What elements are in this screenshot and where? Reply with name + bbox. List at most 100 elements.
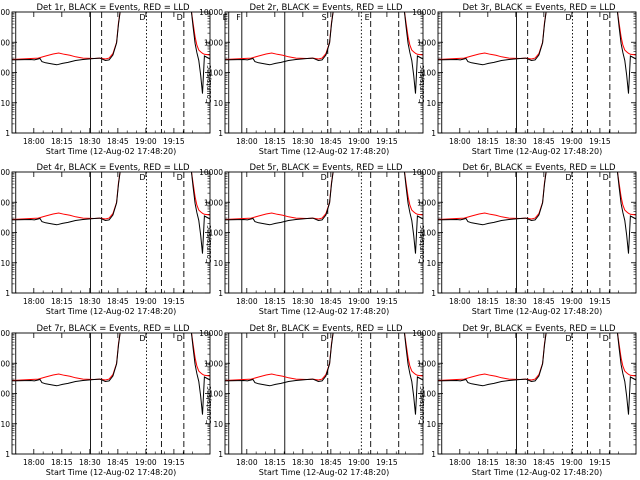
- series-group: [12, 172, 210, 254]
- series-lld: [438, 333, 636, 381]
- y-tick-label: 1: [431, 129, 436, 138]
- time-marker-letter: D: [603, 173, 609, 182]
- y-axis-label: Counts/sec: [418, 65, 426, 104]
- panel-2: Det 2r, BLACK = Events, RED = LLD Counts/…: [199, 3, 424, 156]
- series-lld: [12, 12, 210, 60]
- x-tick-label: 18:15: [51, 458, 73, 467]
- plot-frame: [437, 171, 637, 294]
- series-group: [225, 12, 423, 94]
- series-events: [12, 12, 210, 94]
- y-tick-label: 10: [213, 259, 223, 268]
- x-axis-label: Start Time (12-Aug-02 17:48:20): [46, 147, 177, 156]
- y-tick-label: 10000: [199, 8, 223, 17]
- y-tick-label: 100: [209, 229, 224, 238]
- panel-title: Det 8r, BLACK = Events, RED = LLD: [249, 324, 403, 334]
- time-marker-letter: D: [139, 334, 145, 343]
- y-tick-label: 10000: [412, 8, 436, 17]
- x-tick-label: 19:00: [135, 137, 157, 146]
- x-tick-label: 18:00: [236, 458, 258, 467]
- y-tick-label: 10000: [199, 329, 223, 338]
- x-tick-label: 18:30: [292, 137, 314, 146]
- y-tick-label: 100: [422, 390, 437, 399]
- plot-frame: [437, 332, 637, 455]
- x-axis-label: Start Time (12-Aug-02 17:48:20): [472, 468, 603, 477]
- panel-5: Det 5r, BLACK = Events, RED = LLD Counts/…: [199, 163, 424, 316]
- x-tick-label: 19:00: [348, 297, 370, 306]
- panel-1: Det 1r, BLACK = Events, RED = LLD Counts/…: [0, 3, 211, 156]
- x-tick-label: 18:15: [51, 297, 73, 306]
- y-tick-label: 100: [0, 229, 10, 238]
- x-axis-label: Start Time (12-Aug-02 17:48:20): [472, 147, 603, 156]
- x-tick-label: 18:00: [23, 297, 45, 306]
- x-tick-label: 18:45: [320, 458, 342, 467]
- y-tick-label: 10000: [0, 8, 10, 17]
- x-tick-label: 19:00: [561, 137, 583, 146]
- series-lld: [225, 333, 423, 381]
- time-marker-letter: D: [565, 13, 571, 22]
- x-tick-label: 19:15: [163, 297, 185, 306]
- y-tick-label: 100: [0, 69, 10, 78]
- time-marker-letter: D: [321, 334, 327, 343]
- y-tick-label: 10: [426, 99, 436, 108]
- y-tick-label: 1: [5, 450, 10, 459]
- y-axis-label: Counts/sec: [418, 386, 426, 425]
- x-tick-label: 18:00: [449, 137, 471, 146]
- y-axis-label: Counts/sec: [418, 225, 426, 264]
- x-tick-label: 18:45: [107, 137, 129, 146]
- time-marker-letter: D: [139, 13, 145, 22]
- series-events: [225, 12, 423, 94]
- time-marker-letter: D: [177, 334, 183, 343]
- y-tick-label: 10000: [412, 168, 436, 177]
- series-group: [225, 172, 423, 254]
- time-marker-letter: D: [565, 334, 571, 343]
- y-tick-label: 1000: [204, 359, 223, 368]
- series-lld: [225, 12, 423, 60]
- y-tick-label: 100: [209, 390, 224, 399]
- x-tick-label: 18:30: [505, 137, 527, 146]
- series-lld: [12, 333, 210, 381]
- time-marker-letter: D: [321, 173, 327, 182]
- y-tick-label: 10000: [0, 168, 10, 177]
- y-tick-label: 10: [213, 420, 223, 429]
- x-tick-label: 18:30: [79, 458, 101, 467]
- series-group: [438, 333, 636, 415]
- y-tick-label: 10: [0, 259, 10, 268]
- y-tick-label: 1: [218, 289, 223, 298]
- time-marker-letter: D: [603, 13, 609, 22]
- x-axis-label: Start Time (12-Aug-02 17:48:20): [259, 307, 390, 316]
- series-lld: [225, 172, 423, 220]
- plot-frame: [437, 11, 637, 134]
- x-tick-label: 18:30: [292, 297, 314, 306]
- y-tick-label: 1: [218, 129, 223, 138]
- y-tick-label: 10000: [0, 329, 10, 338]
- x-tick-label: 18:15: [477, 458, 499, 467]
- series-lld: [438, 172, 636, 220]
- x-tick-label: 19:00: [348, 137, 370, 146]
- x-tick-label: 19:15: [163, 137, 185, 146]
- plot-frame: [11, 332, 211, 455]
- series-lld: [12, 172, 210, 220]
- y-tick-label: 1: [5, 289, 10, 298]
- x-axis-label: Start Time (12-Aug-02 17:48:20): [46, 307, 177, 316]
- y-tick-label: 1000: [417, 359, 436, 368]
- time-marker-letter: D: [603, 334, 609, 343]
- panel-3: Det 3r, BLACK = Events, RED = LLD Counts/…: [412, 3, 637, 156]
- y-axis-label: Counts/sec: [205, 225, 213, 264]
- y-tick-label: 1: [218, 450, 223, 459]
- time-marker-letter: D: [139, 173, 145, 182]
- plot-frame: [224, 171, 424, 294]
- x-tick-label: 18:30: [505, 297, 527, 306]
- x-tick-label: 18:30: [79, 137, 101, 146]
- series-events: [438, 333, 636, 415]
- x-tick-label: 19:15: [589, 137, 611, 146]
- x-tick-label: 18:45: [320, 297, 342, 306]
- series-group: [225, 333, 423, 415]
- y-tick-label: 10000: [199, 168, 223, 177]
- panel-title: Det 1r, BLACK = Events, RED = LLD: [36, 3, 190, 13]
- y-tick-label: 1000: [0, 359, 10, 368]
- series-events: [12, 333, 210, 415]
- x-tick-label: 18:45: [533, 137, 555, 146]
- y-tick-label: 100: [0, 390, 10, 399]
- x-tick-label: 18:45: [107, 458, 129, 467]
